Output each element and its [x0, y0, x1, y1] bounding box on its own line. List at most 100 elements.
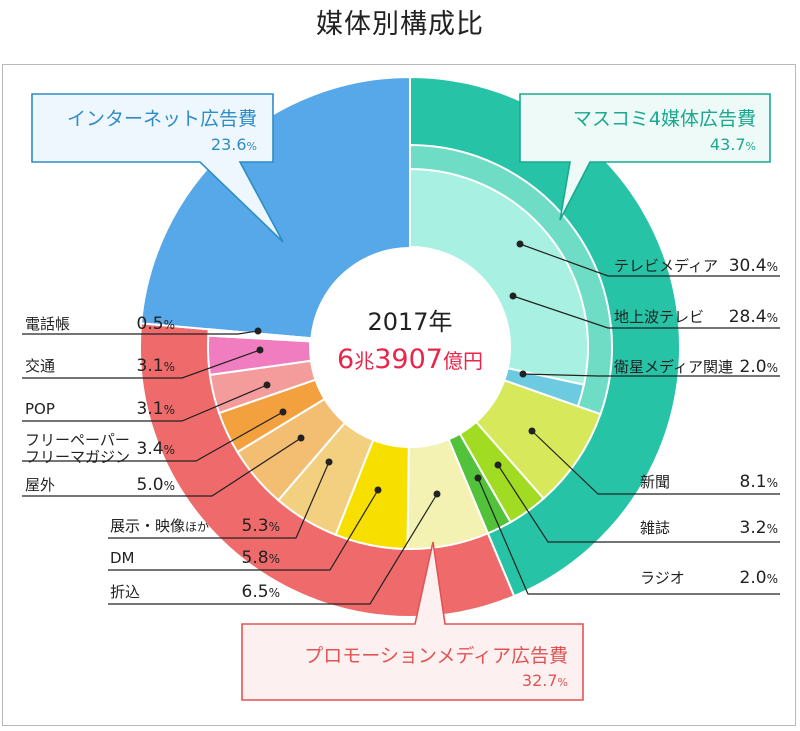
- segment-value-pct-4: %: [767, 522, 778, 536]
- callout-internet: インターネット広告費 23.6%: [31, 93, 284, 243]
- segment-value-pct-12: %: [269, 552, 280, 566]
- leader-line-7: [22, 349, 261, 379]
- segment-value-num-6: 0.5: [137, 314, 164, 334]
- segment-label-0: テレビメディア: [614, 257, 718, 275]
- segment-value-num-10: 5.0: [137, 475, 164, 495]
- leader-line-0: [519, 243, 780, 277]
- callout-masscomi: マスコミ4媒体広告費 43.7%: [519, 93, 771, 221]
- segment-label-11: 展示・映像ほか: [110, 517, 209, 535]
- chart-frame: [2, 64, 796, 726]
- segment-label-12: DM: [110, 549, 135, 567]
- callout-masscomi-value: 43.7%: [710, 135, 756, 154]
- segment-value-1: 28.4%: [729, 307, 778, 327]
- segment-value-num-2: 2.0: [740, 357, 767, 377]
- segment-value-num-11: 5.3: [242, 516, 269, 536]
- segment-label-11-main: 展示・映像: [110, 517, 185, 535]
- inner-ring: [310, 167, 589, 447]
- leader-line-11: [108, 461, 330, 539]
- center-unit1: 兆: [354, 349, 374, 373]
- segment-value-3: 8.1%: [740, 472, 778, 492]
- segment-value-pct-10: %: [164, 479, 175, 493]
- segment-value-num-0: 30.4: [729, 256, 767, 276]
- callout-masscomi-value-pct: %: [746, 140, 756, 153]
- callout-promo-value-pct: %: [558, 676, 568, 689]
- leader-line-1: [512, 295, 780, 329]
- segment-value-5: 2.0%: [740, 568, 778, 588]
- segment-label-7: 交通: [25, 357, 55, 375]
- segment-value-pct-8: %: [164, 403, 175, 417]
- callout-internet-value-pct: %: [247, 140, 257, 153]
- segment-label-3: 新聞: [640, 473, 670, 491]
- callout-promo-value: 32.7%: [522, 671, 568, 690]
- leader-line-9: [22, 411, 284, 462]
- center-year: 2017年: [367, 308, 452, 336]
- callout-promo: プロモーションメディア広告費 32.7%: [241, 541, 584, 701]
- callout-internet-value: 23.6%: [211, 135, 257, 154]
- leader-line-5: [477, 477, 780, 595]
- center-disc: [310, 247, 510, 447]
- segment-value-num-5: 2.0: [740, 568, 767, 588]
- callout-promo-label: プロモーションメディア広告費: [304, 645, 568, 667]
- segment-value-12: 5.8%: [242, 548, 280, 568]
- segment-label-9: フリーペーパーフリーマガジン: [25, 431, 130, 466]
- center-total-label: 6兆3907億円: [337, 344, 483, 375]
- leader-line-8: [22, 384, 268, 422]
- callout-internet-box: [31, 93, 284, 243]
- segment-value-num-7: 3.1: [137, 356, 164, 376]
- segment-value-2: 2.0%: [740, 357, 778, 377]
- leader-line-3: [531, 430, 780, 495]
- segment-value-pct-11: %: [269, 520, 280, 534]
- segment-value-13: 6.5%: [242, 582, 280, 602]
- segment-value-pct-7: %: [164, 360, 175, 374]
- segment-value-num-3: 8.1: [740, 472, 767, 492]
- callout-masscomi-label: マスコミ4媒体広告費: [573, 108, 756, 130]
- segment-value-pct-13: %: [269, 586, 280, 600]
- segment-label-6: 電話帳: [25, 315, 70, 333]
- center-unit2: 億円: [443, 349, 483, 373]
- segment-value-num-8: 3.1: [137, 399, 164, 419]
- segment-value-num-4: 3.2: [740, 518, 767, 538]
- segment-value-6: 0.5%: [137, 314, 175, 334]
- callout-internet-value-num: 23.6: [211, 135, 247, 154]
- segment-value-num-12: 5.8: [242, 548, 269, 568]
- segment-label-9-line-0: フリーペーパー: [25, 431, 130, 449]
- segment-value-7: 3.1%: [137, 356, 175, 376]
- segment-value-pct-3: %: [767, 476, 778, 490]
- segment-label-8: POP: [25, 400, 55, 418]
- segment-value-num-9: 3.4: [137, 439, 164, 459]
- segment-value-8: 3.1%: [137, 399, 175, 419]
- callout-promo-value-num: 32.7: [522, 671, 558, 690]
- center-num2: 3907: [374, 344, 443, 375]
- center-total: 2017年 6兆3907億円: [337, 308, 483, 375]
- callout-promo-box: [241, 541, 584, 701]
- segment-label-2: 衛星メディア関連: [614, 358, 733, 376]
- segment-value-pct-5: %: [767, 572, 778, 586]
- leader-line-2: [522, 373, 780, 377]
- segment-labels: テレビメディア 30.4% 地上波テレビ 28.4% 衛星メディア関連 2.0% 新聞 8.1…: [25, 256, 778, 602]
- center-num1: 6: [337, 344, 354, 375]
- segment-label-4: 雑誌: [640, 519, 670, 537]
- leader-line-10: [22, 437, 302, 497]
- segment-value-pct-9: %: [164, 443, 175, 457]
- segment-value-pct-6: %: [164, 318, 175, 332]
- segment-value-num-1: 28.4: [729, 307, 767, 327]
- segment-value-10: 5.0%: [137, 475, 175, 495]
- segment-label-1: 地上波テレビ: [614, 308, 704, 326]
- callout-masscomi-value-num: 43.7: [710, 135, 746, 154]
- segment-value-0: 30.4%: [729, 256, 778, 276]
- leader-lines: [22, 240, 780, 605]
- segment-label-5: ラジオ: [640, 569, 685, 587]
- chart-title: 媒体別構成比: [316, 9, 484, 40]
- segment-value-11: 5.3%: [242, 516, 280, 536]
- segment-value-4: 3.2%: [740, 518, 778, 538]
- leader-line-4: [497, 464, 780, 543]
- segment-label-11-suffix: ほか: [185, 520, 209, 534]
- segment-label-9-line-1: フリーマガジン: [25, 448, 130, 466]
- segment-label-13: 折込: [110, 583, 140, 601]
- leader-line-13: [108, 493, 438, 605]
- callout-internet-label: インターネット広告費: [67, 108, 257, 130]
- segment-label-10: 屋外: [25, 476, 55, 494]
- segment-value-pct-0: %: [767, 260, 778, 274]
- segment-value-pct-1: %: [767, 311, 778, 325]
- segment-value-9: 3.4%: [137, 439, 175, 459]
